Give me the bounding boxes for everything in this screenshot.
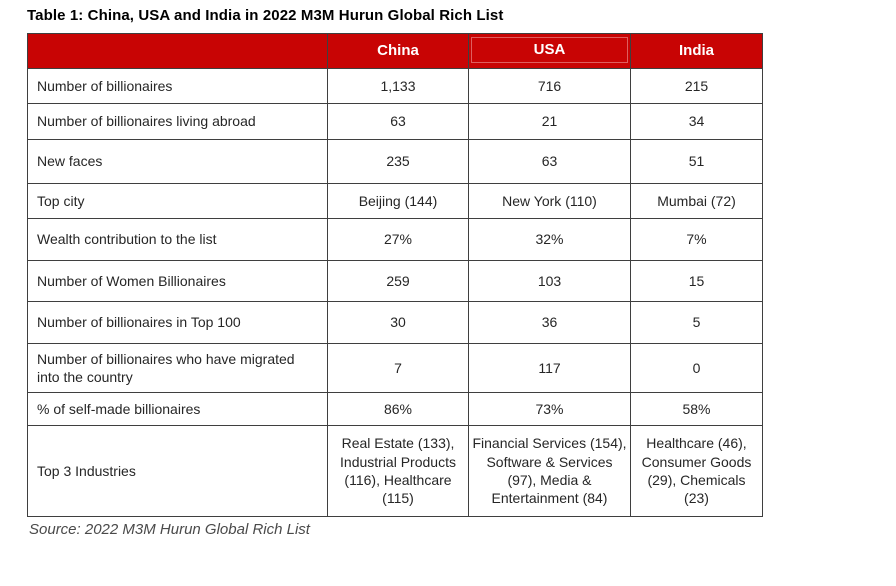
value-cell-india: 34 <box>630 103 763 140</box>
row-label: Wealth contribution to the list <box>27 218 328 261</box>
value-cell-india: 15 <box>630 260 763 302</box>
value-cell-india: 0 <box>630 343 763 393</box>
table-row-new-faces: New faces 235 63 51 <box>27 139 763 184</box>
value-cell-india: Mumbai (72) <box>630 183 763 219</box>
table-row-living-abroad: Number of billionaires living abroad 63 … <box>27 103 763 140</box>
column-header-blank <box>27 33 328 69</box>
usa-header-inner-box: USA <box>471 37 628 63</box>
value-cell-china: 7 <box>327 343 469 393</box>
column-header-usa-label: USA <box>533 41 566 59</box>
value-cell-usa: 103 <box>468 260 631 302</box>
row-label: % of self-made billionaires <box>27 392 328 426</box>
row-label: Top 3 Industries <box>27 425 328 517</box>
table-row-migrated: Number of billionaires who have migrated… <box>27 343 763 393</box>
column-header-usa: USA <box>468 33 631 69</box>
value-cell-india: 51 <box>630 139 763 184</box>
value-cell-india: Healthcare (46), Consumer Goods (29), Ch… <box>630 425 763 517</box>
value-cell-india: 58% <box>630 392 763 426</box>
value-cell-india: 5 <box>630 301 763 344</box>
value-cell-usa: 716 <box>468 68 631 104</box>
table-title: Table 1: China, USA and India in 2022 M3… <box>27 7 504 24</box>
row-label: Number of billionaires <box>27 68 328 104</box>
row-label: Number of billionaires living abroad <box>27 103 328 140</box>
value-cell-china: Real Estate (133), Industrial Products (… <box>327 425 469 517</box>
value-cell-usa: 36 <box>468 301 631 344</box>
table-header-row: China USA India <box>27 33 763 69</box>
value-cell-india: 215 <box>630 68 763 104</box>
value-cell-india: 7% <box>630 218 763 261</box>
value-cell-usa: 32% <box>468 218 631 261</box>
table-row-top-100: Number of billionaires in Top 100 30 36 … <box>27 301 763 344</box>
value-cell-china: 235 <box>327 139 469 184</box>
value-cell-usa: 63 <box>468 139 631 184</box>
value-cell-china: 27% <box>327 218 469 261</box>
row-label: New faces <box>27 139 328 184</box>
table-row-women-billionaires: Number of Women Billionaires 259 103 15 <box>27 260 763 302</box>
value-cell-usa: 21 <box>468 103 631 140</box>
value-cell-usa: 117 <box>468 343 631 393</box>
row-label: Number of billionaires who have migrated… <box>27 343 328 393</box>
row-label: Number of Women Billionaires <box>27 260 328 302</box>
table-row-number-of-billionaires: Number of billionaires 1,133 716 215 <box>27 68 763 104</box>
source-note: Source: 2022 M3M Hurun Global Rich List <box>29 521 310 538</box>
value-cell-china: 1,133 <box>327 68 469 104</box>
table-row-top-3-industries: Top 3 Industries Real Estate (133), Indu… <box>27 425 763 517</box>
row-label: Top city <box>27 183 328 219</box>
value-cell-usa: Financial Services (154), Software & Ser… <box>468 425 631 517</box>
table-row-wealth-contribution: Wealth contribution to the list 27% 32% … <box>27 218 763 261</box>
value-cell-usa: New York (110) <box>468 183 631 219</box>
value-cell-china: 30 <box>327 301 469 344</box>
column-header-india: India <box>630 33 763 69</box>
value-cell-china: 259 <box>327 260 469 302</box>
table-row-top-city: Top city Beijing (144) New York (110) Mu… <box>27 183 763 219</box>
value-cell-china: 63 <box>327 103 469 140</box>
value-cell-china: 86% <box>327 392 469 426</box>
row-label: Number of billionaires in Top 100 <box>27 301 328 344</box>
column-header-china: China <box>327 33 469 69</box>
value-cell-china: Beijing (144) <box>327 183 469 219</box>
value-cell-usa: 73% <box>468 392 631 426</box>
table-row-self-made: % of self-made billionaires 86% 73% 58% <box>27 392 763 426</box>
rich-list-table: China USA India Number of billionaires 1… <box>27 33 763 517</box>
